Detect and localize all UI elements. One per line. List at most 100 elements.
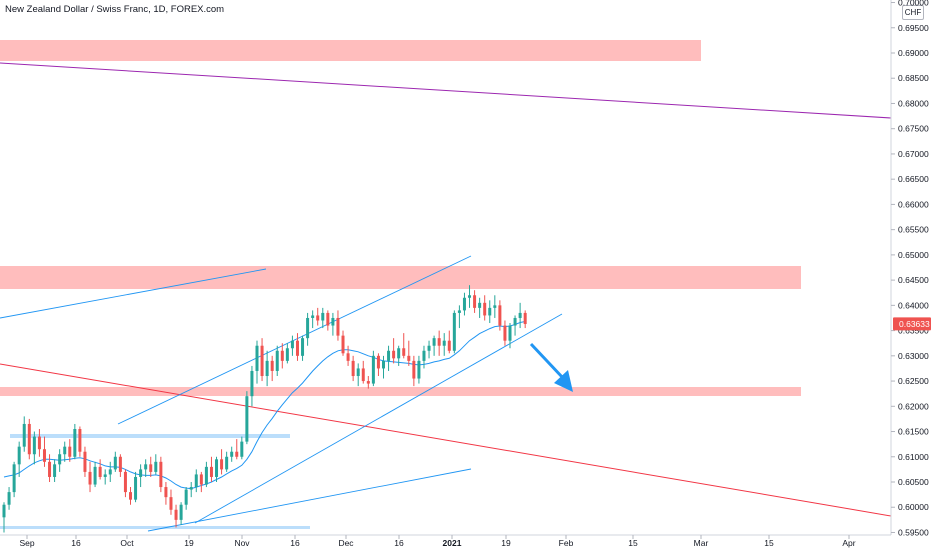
candle bbox=[32, 431, 36, 465]
candle bbox=[382, 355, 385, 379]
candle-body bbox=[134, 476, 138, 500]
candle-body bbox=[240, 441, 244, 457]
candle-body bbox=[321, 312, 325, 321]
candle-body bbox=[336, 317, 340, 336]
candle-body bbox=[108, 469, 112, 475]
candle bbox=[508, 323, 512, 349]
trendline-bottom bbox=[147, 468, 472, 532]
candle bbox=[17, 441, 21, 477]
candle bbox=[189, 482, 193, 498]
y-tick-label: 0.69500 bbox=[898, 23, 929, 33]
candle-body bbox=[88, 471, 92, 485]
candle-body bbox=[382, 360, 385, 369]
time-axis[interactable]: Sep 16 Oct 19 Nov 16 Dec 16 2021 19 Feb 15 Mar 15 Apr bbox=[0, 534, 891, 548]
candle bbox=[2, 502, 6, 533]
candle-body bbox=[316, 315, 320, 321]
candle-body bbox=[73, 429, 77, 457]
candle bbox=[113, 451, 117, 472]
candle-body bbox=[118, 456, 122, 472]
candlesticks bbox=[2, 285, 527, 533]
trendline-left-upper bbox=[0, 268, 267, 319]
candle-body bbox=[42, 449, 46, 462]
candle-body bbox=[301, 338, 305, 356]
candle-body bbox=[199, 474, 203, 485]
candle-body bbox=[174, 509, 178, 520]
candle bbox=[321, 307, 325, 329]
candle bbox=[493, 295, 497, 318]
y-tick-label: 0.63500 bbox=[898, 326, 929, 336]
candle-body bbox=[159, 461, 163, 488]
y-tick-label: 0.65000 bbox=[898, 250, 929, 260]
candle bbox=[118, 454, 122, 477]
x-tick-label: 15 bbox=[628, 538, 638, 548]
candle bbox=[220, 449, 224, 475]
currency-selector[interactable]: CHF bbox=[902, 5, 924, 20]
candle bbox=[255, 340, 259, 384]
candle bbox=[149, 456, 153, 477]
candle bbox=[503, 320, 507, 346]
candle bbox=[73, 423, 77, 460]
candle bbox=[392, 338, 396, 364]
candle-body bbox=[194, 474, 198, 488]
candle-body bbox=[508, 325, 512, 341]
candle-body bbox=[447, 340, 451, 351]
y-tick-label: 0.69000 bbox=[898, 48, 929, 58]
candle bbox=[280, 343, 284, 369]
candle-body bbox=[53, 464, 57, 477]
candle-body bbox=[285, 348, 289, 361]
candle-body bbox=[235, 451, 239, 457]
chart-title: New Zealand Dollar / Swiss Franc, 1D, FO… bbox=[5, 4, 225, 15]
candle bbox=[351, 355, 355, 382]
candle-body bbox=[144, 464, 148, 470]
candle-body bbox=[2, 504, 6, 518]
candle-body bbox=[387, 350, 391, 361]
candle bbox=[452, 310, 456, 354]
candle-body bbox=[361, 368, 365, 382]
candle bbox=[518, 302, 522, 329]
candle-body bbox=[488, 307, 492, 316]
candle bbox=[422, 345, 426, 369]
support-zone bbox=[0, 387, 801, 396]
resistance-zone-middle bbox=[0, 266, 801, 289]
candle bbox=[478, 297, 482, 318]
candle-body bbox=[250, 370, 254, 397]
candle bbox=[179, 502, 183, 525]
consolidation-band-upper bbox=[10, 434, 290, 438]
channel-upper-line bbox=[117, 255, 472, 425]
channel-lower-line bbox=[194, 313, 563, 524]
x-tick-label: 16 bbox=[394, 538, 404, 548]
candle bbox=[134, 471, 138, 503]
candle bbox=[245, 391, 249, 445]
candle-body bbox=[422, 350, 426, 361]
candle bbox=[139, 464, 143, 488]
candle-body bbox=[93, 466, 97, 485]
candle-body bbox=[356, 368, 360, 377]
candle bbox=[341, 330, 345, 356]
purple-trendline bbox=[0, 62, 891, 119]
candle-body bbox=[290, 340, 294, 349]
candle bbox=[275, 345, 279, 377]
candle-body bbox=[48, 461, 52, 477]
candle bbox=[437, 330, 441, 356]
candle bbox=[184, 487, 188, 510]
y-tick-label: 0.65500 bbox=[898, 225, 929, 235]
candle-body bbox=[518, 312, 522, 318]
candle-body bbox=[341, 335, 345, 354]
candle bbox=[68, 439, 72, 462]
candle-body bbox=[179, 504, 183, 520]
candle bbox=[397, 345, 401, 366]
candle bbox=[240, 436, 244, 460]
candle-body bbox=[397, 348, 401, 359]
candle-body bbox=[225, 456, 229, 470]
y-tick-label: 0.68500 bbox=[898, 73, 929, 83]
candle-body bbox=[376, 355, 380, 369]
candle-body bbox=[154, 461, 158, 472]
candle bbox=[427, 340, 431, 359]
candle-body bbox=[204, 466, 208, 485]
candle-body bbox=[331, 317, 335, 326]
candle-body bbox=[32, 436, 36, 455]
candle bbox=[402, 333, 406, 359]
candle-body bbox=[245, 396, 249, 442]
price-axis[interactable]: 0.70000 0.69500 0.69000 0.68500 0.68000 0.675… bbox=[890, 0, 931, 537]
